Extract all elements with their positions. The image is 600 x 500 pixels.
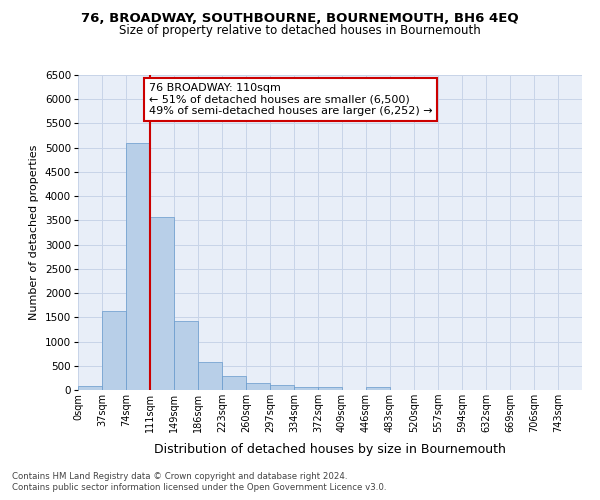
Bar: [126, 144, 150, 390]
X-axis label: Distribution of detached houses by size in Bournemouth: Distribution of detached houses by size …: [154, 444, 506, 456]
Y-axis label: Number of detached properties: Number of detached properties: [29, 145, 39, 320]
Text: Size of property relative to detached houses in Bournemouth: Size of property relative to detached ho…: [119, 24, 481, 37]
Text: 76, BROADWAY, SOUTHBOURNE, BOURNEMOUTH, BH6 4EQ: 76, BROADWAY, SOUTHBOURNE, BOURNEMOUTH, …: [81, 12, 519, 26]
Bar: [150, 217, 174, 390]
Bar: [270, 384, 294, 390]
Text: 76 BROADWAY: 110sqm
← 51% of detached houses are smaller (6,500)
49% of semi-det: 76 BROADWAY: 110sqm ← 51% of detached ho…: [149, 83, 432, 116]
Bar: [318, 387, 342, 390]
Text: Contains public sector information licensed under the Open Government Licence v3: Contains public sector information licen…: [12, 484, 386, 492]
Bar: [102, 311, 126, 390]
Bar: [198, 362, 222, 390]
Bar: [174, 321, 198, 390]
Bar: [222, 376, 246, 390]
Text: Contains HM Land Registry data © Crown copyright and database right 2024.: Contains HM Land Registry data © Crown c…: [12, 472, 347, 481]
Bar: [78, 386, 102, 390]
Bar: [246, 383, 270, 390]
Bar: [366, 387, 390, 390]
Bar: [294, 387, 318, 390]
